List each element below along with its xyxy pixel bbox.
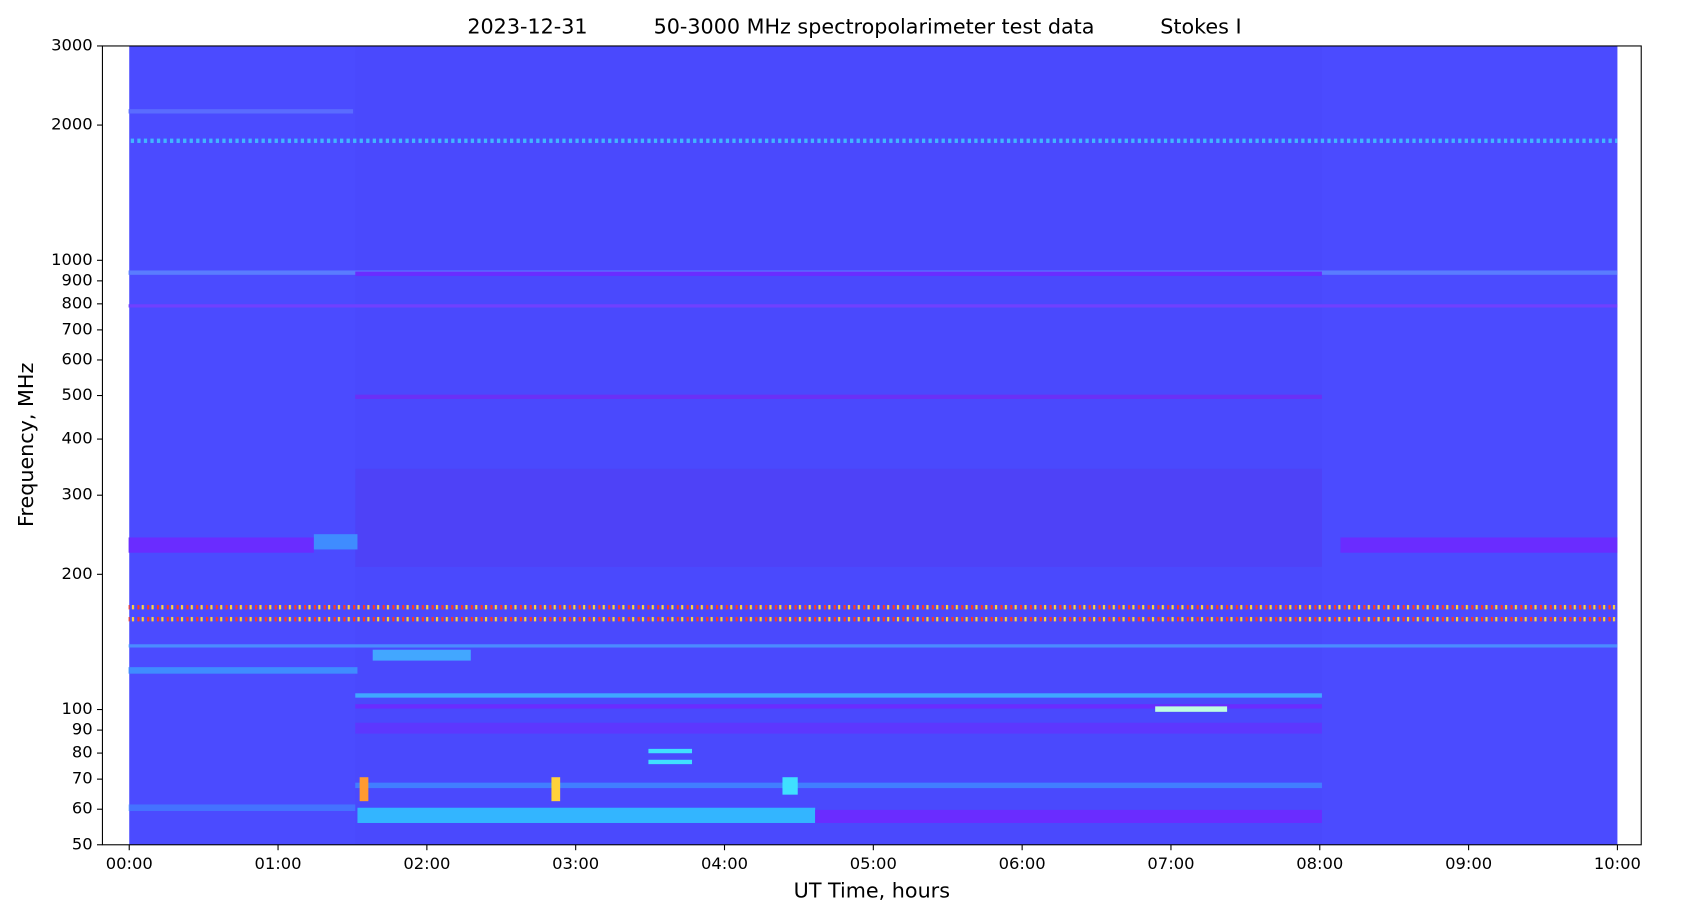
y-tick-label: 800 (61, 293, 92, 312)
x-tick-label: 08:00 (1296, 854, 1343, 873)
x-tick-label: 07:00 (1147, 854, 1194, 873)
y-tick-label: 500 (61, 385, 92, 404)
plot-frame (101, 45, 1642, 846)
y-tick-label: 3000 (51, 35, 93, 54)
y-tick-label: 300 (61, 485, 92, 504)
chart-title: 50-3000 MHz spectropolarimeter test data (654, 14, 1095, 38)
y-tick-label: 900 (61, 270, 92, 289)
x-tick-label: 05:00 (850, 854, 897, 873)
y-tick-label: 100 (61, 699, 92, 718)
y-tick-label: 70 (72, 769, 93, 788)
x-tick-label: 04:00 (701, 854, 748, 873)
title-date: 2023-12-31 (467, 14, 587, 38)
x-tick-label: 09:00 (1445, 854, 1492, 873)
y-tick-label: 90 (72, 720, 93, 739)
x-tick-label: 00:00 (106, 854, 153, 873)
x-tick-label: 03:00 (552, 854, 599, 873)
title-stokes: Stokes I (1160, 14, 1241, 38)
y-tick-label: 80 (72, 743, 93, 762)
y-tick-label: 400 (61, 429, 92, 448)
x-tick-label: 06:00 (999, 854, 1046, 873)
x-axis-label: UT Time, hours (794, 879, 950, 903)
y-tick-label: 2000 (51, 115, 93, 134)
y-tick-label: 700 (61, 319, 92, 338)
y-tick-label: 600 (61, 349, 92, 368)
y-tick-label: 60 (72, 799, 93, 818)
y-tick-label: 50 (72, 834, 93, 853)
x-tick-label: 10:00 (1594, 854, 1641, 873)
x-tick-label: 02:00 (403, 854, 450, 873)
y-tick-label: 1000 (51, 250, 93, 269)
y-tick-label: 200 (61, 564, 92, 583)
y-axis-label: Frequency, MHz (14, 363, 38, 527)
x-tick-label: 01:00 (255, 854, 302, 873)
spectrogram-features (128, 45, 1618, 845)
